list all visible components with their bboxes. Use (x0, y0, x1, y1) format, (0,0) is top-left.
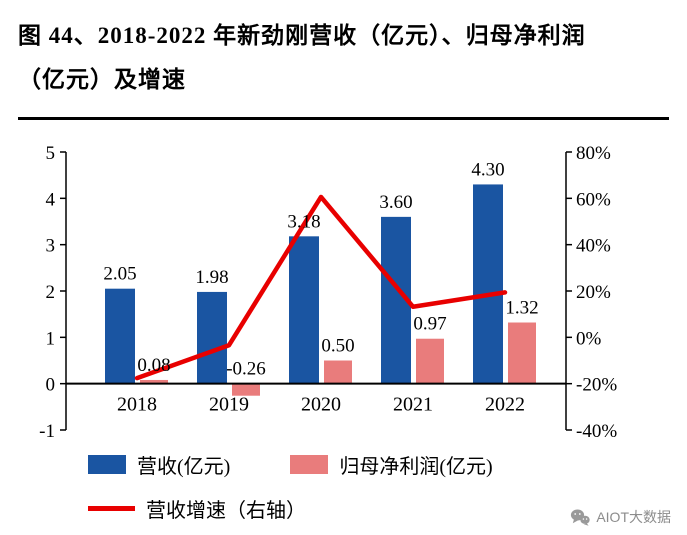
watermark: AIOT大数据 (570, 507, 671, 527)
svg-text:-40%: -40% (576, 421, 617, 442)
svg-text:-1: -1 (39, 421, 55, 442)
svg-text:2020: 2020 (301, 394, 341, 416)
svg-text:2.05: 2.05 (103, 264, 136, 285)
wechat-icon (571, 509, 591, 526)
legend-item-revenue: 营收(亿元) (88, 450, 230, 479)
chart-legend: 营收(亿元) 归母净利润(亿元) 营收增速（右轴） (88, 450, 687, 523)
svg-text:2022: 2022 (485, 394, 525, 416)
chart-svg: 5 4 3 2 1 0 -1 80% 60% 40% 20% 0% -20% -40% 2018 2019 20… (39, 143, 617, 442)
watermark-text: AIOT大数据 (596, 509, 671, 525)
svg-text:0%: 0% (576, 329, 602, 350)
svg-text:0.08: 0.08 (137, 355, 170, 376)
legend-swatch-growth (88, 506, 135, 512)
svg-text:1: 1 (46, 329, 56, 350)
svg-text:0: 0 (46, 375, 56, 396)
legend-swatch-revenue (88, 455, 126, 475)
svg-text:0.97: 0.97 (413, 314, 446, 335)
legend-row-1: 营收(亿元) 归母净利润(亿元) (88, 450, 687, 479)
svg-text:60%: 60% (576, 190, 611, 211)
svg-text:40%: 40% (576, 236, 611, 257)
legend-swatch-net-profit (290, 455, 329, 475)
svg-text:-20%: -20% (576, 375, 617, 396)
svg-text:80%: 80% (576, 143, 611, 164)
svg-text:2: 2 (46, 282, 56, 303)
legend-label-revenue: 营收(亿元) (137, 456, 231, 479)
svg-text:3: 3 (46, 236, 56, 257)
figure-title: 图 44、2018-2022 年新劲刚营收（亿元）、归母净利润（亿元）及增速 (18, 23, 586, 92)
svg-text:1.98: 1.98 (195, 267, 228, 288)
legend-item-growth: 营收增速（右轴） (88, 494, 306, 523)
legend-label-growth: 营收增速（右轴） (146, 500, 306, 523)
svg-text:2019: 2019 (209, 394, 249, 416)
svg-text:4: 4 (46, 190, 56, 211)
legend-label-net-profit: 归母净利润(亿元) (339, 456, 493, 479)
title-divider (18, 117, 669, 121)
legend-row-2: 营收增速（右轴） (88, 494, 687, 523)
legend-item-net-profit: 归母净利润(亿元) (290, 450, 493, 479)
svg-text:5: 5 (46, 143, 56, 164)
svg-text:-0.26: -0.26 (226, 359, 266, 380)
svg-text:20%: 20% (576, 282, 611, 303)
svg-text:0.50: 0.50 (321, 336, 354, 357)
svg-text:4.30: 4.30 (471, 160, 504, 181)
svg-text:3.60: 3.60 (379, 192, 412, 213)
svg-text:2021: 2021 (393, 394, 433, 416)
svg-text:2018: 2018 (117, 394, 157, 416)
svg-text:1.32: 1.32 (505, 298, 538, 319)
svg-text:3.18: 3.18 (287, 212, 320, 233)
